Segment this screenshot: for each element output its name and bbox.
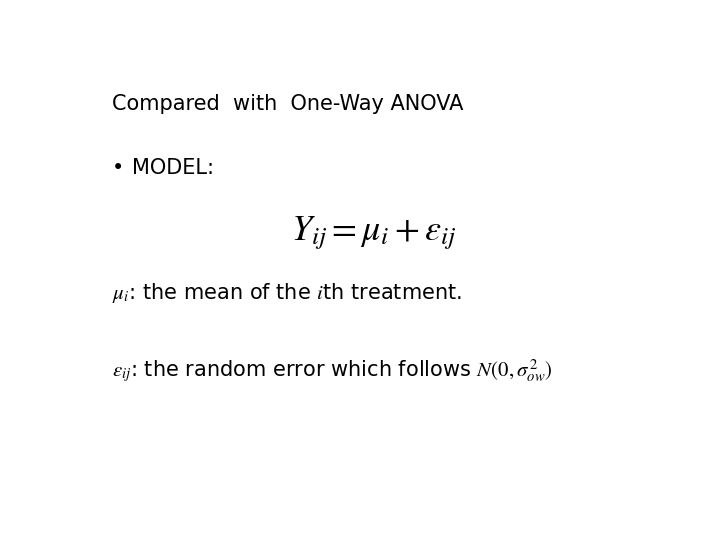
Text: $Y_{ij}= \mu_i+\varepsilon_{ij}$: $Y_{ij}= \mu_i+\varepsilon_{ij}$: [291, 214, 456, 252]
Text: Compared  with  One-Way ANOVA: Compared with One-Way ANOVA: [112, 94, 464, 114]
Text: $\mu_i$: the mean of the $\mathit{i}$th treatment.: $\mu_i$: the mean of the $\mathit{i}$th …: [112, 281, 462, 305]
Text: •: •: [112, 158, 125, 178]
Text: MODEL:: MODEL:: [132, 158, 214, 178]
Text: $\varepsilon_{ij}$: the random error which follows $N(0,\sigma_{ow}^{\,2})$: $\varepsilon_{ij}$: the random error whi…: [112, 358, 553, 385]
